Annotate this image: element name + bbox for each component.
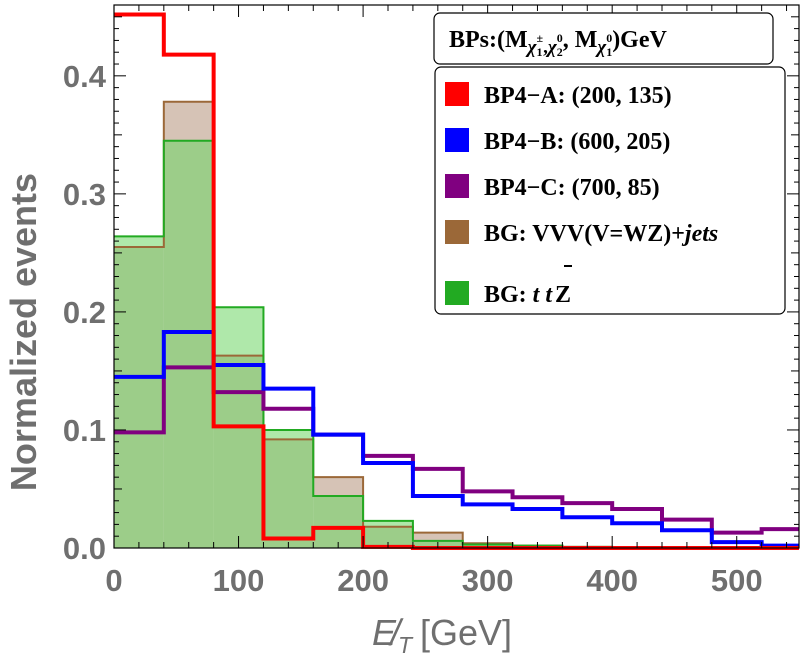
ticks <box>113 5 799 549</box>
legend-swatch-bp4c <box>445 174 469 198</box>
legend-swatch-ttz <box>445 281 469 305</box>
x-axis-symbol-sub: T <box>398 632 414 658</box>
y-tick-label: 0.0 <box>63 531 106 566</box>
x-tick-label: 100 <box>213 563 265 598</box>
legend-swatch-vvv <box>445 220 469 244</box>
y-tick-label: 0.3 <box>63 177 106 212</box>
legend: BP4−A: (200, 135) BP4−B: (600, 205) BP4−… <box>434 66 786 315</box>
legend-item-bp4a: BP4−A: (200, 135) <box>445 82 672 109</box>
legend-swatch-bp4a <box>445 82 469 106</box>
x-tick-label: 500 <box>711 563 763 598</box>
x-axis-title: E̸ T [GeV] <box>372 612 512 658</box>
legend-label-vvv: BG: VVV(V=WZ)+jets <box>484 221 718 247</box>
bar-series4-bin4 <box>313 496 364 548</box>
line-series-1 <box>114 329 799 548</box>
legend-label-bp4c: BP4−C: (700, 85) <box>484 175 660 201</box>
x-tick-label: 400 <box>586 563 638 598</box>
x-tick-label: 0 <box>105 563 122 598</box>
legend-item-bp4c: BP4−C: (700, 85) <box>445 174 660 201</box>
legend-item-bp4b: BP4−B: (600, 205) <box>445 128 670 155</box>
line-series-2 <box>114 365 799 535</box>
legend-title-box: BPs:(Mχ1±,χ20, Mχ10)GeV <box>433 12 774 65</box>
y-axis-title: Normalized events <box>3 173 44 491</box>
x-axis-unit: [GeV] <box>420 612 512 653</box>
legend-title-text: BPs:(Mχ1±,χ20, Mχ10)GeV <box>449 27 668 59</box>
bar-series4-bin0 <box>114 236 164 548</box>
legend-label-bp4a: BP4−A: (200, 135) <box>484 83 672 109</box>
legend-label-bp4b: BP4−B: (600, 205) <box>484 129 670 155</box>
tick-labels: 0 100 200 300 400 500 0.0 0.1 0.2 0.3 0.4 <box>63 59 763 598</box>
y-tick-label: 0.4 <box>63 59 107 94</box>
y-tick-label: 0.2 <box>63 295 106 330</box>
y-tick-label: 0.1 <box>63 413 106 448</box>
x-tick-label: 200 <box>337 563 389 598</box>
bar-series4-bin3 <box>263 429 314 548</box>
bar-series4-bin1 <box>163 140 214 548</box>
legend-swatch-bp4b <box>445 128 469 152</box>
x-tick-label: 300 <box>462 563 514 598</box>
legend-item-vvv: BG: VVV(V=WZ)+jets <box>445 220 718 247</box>
